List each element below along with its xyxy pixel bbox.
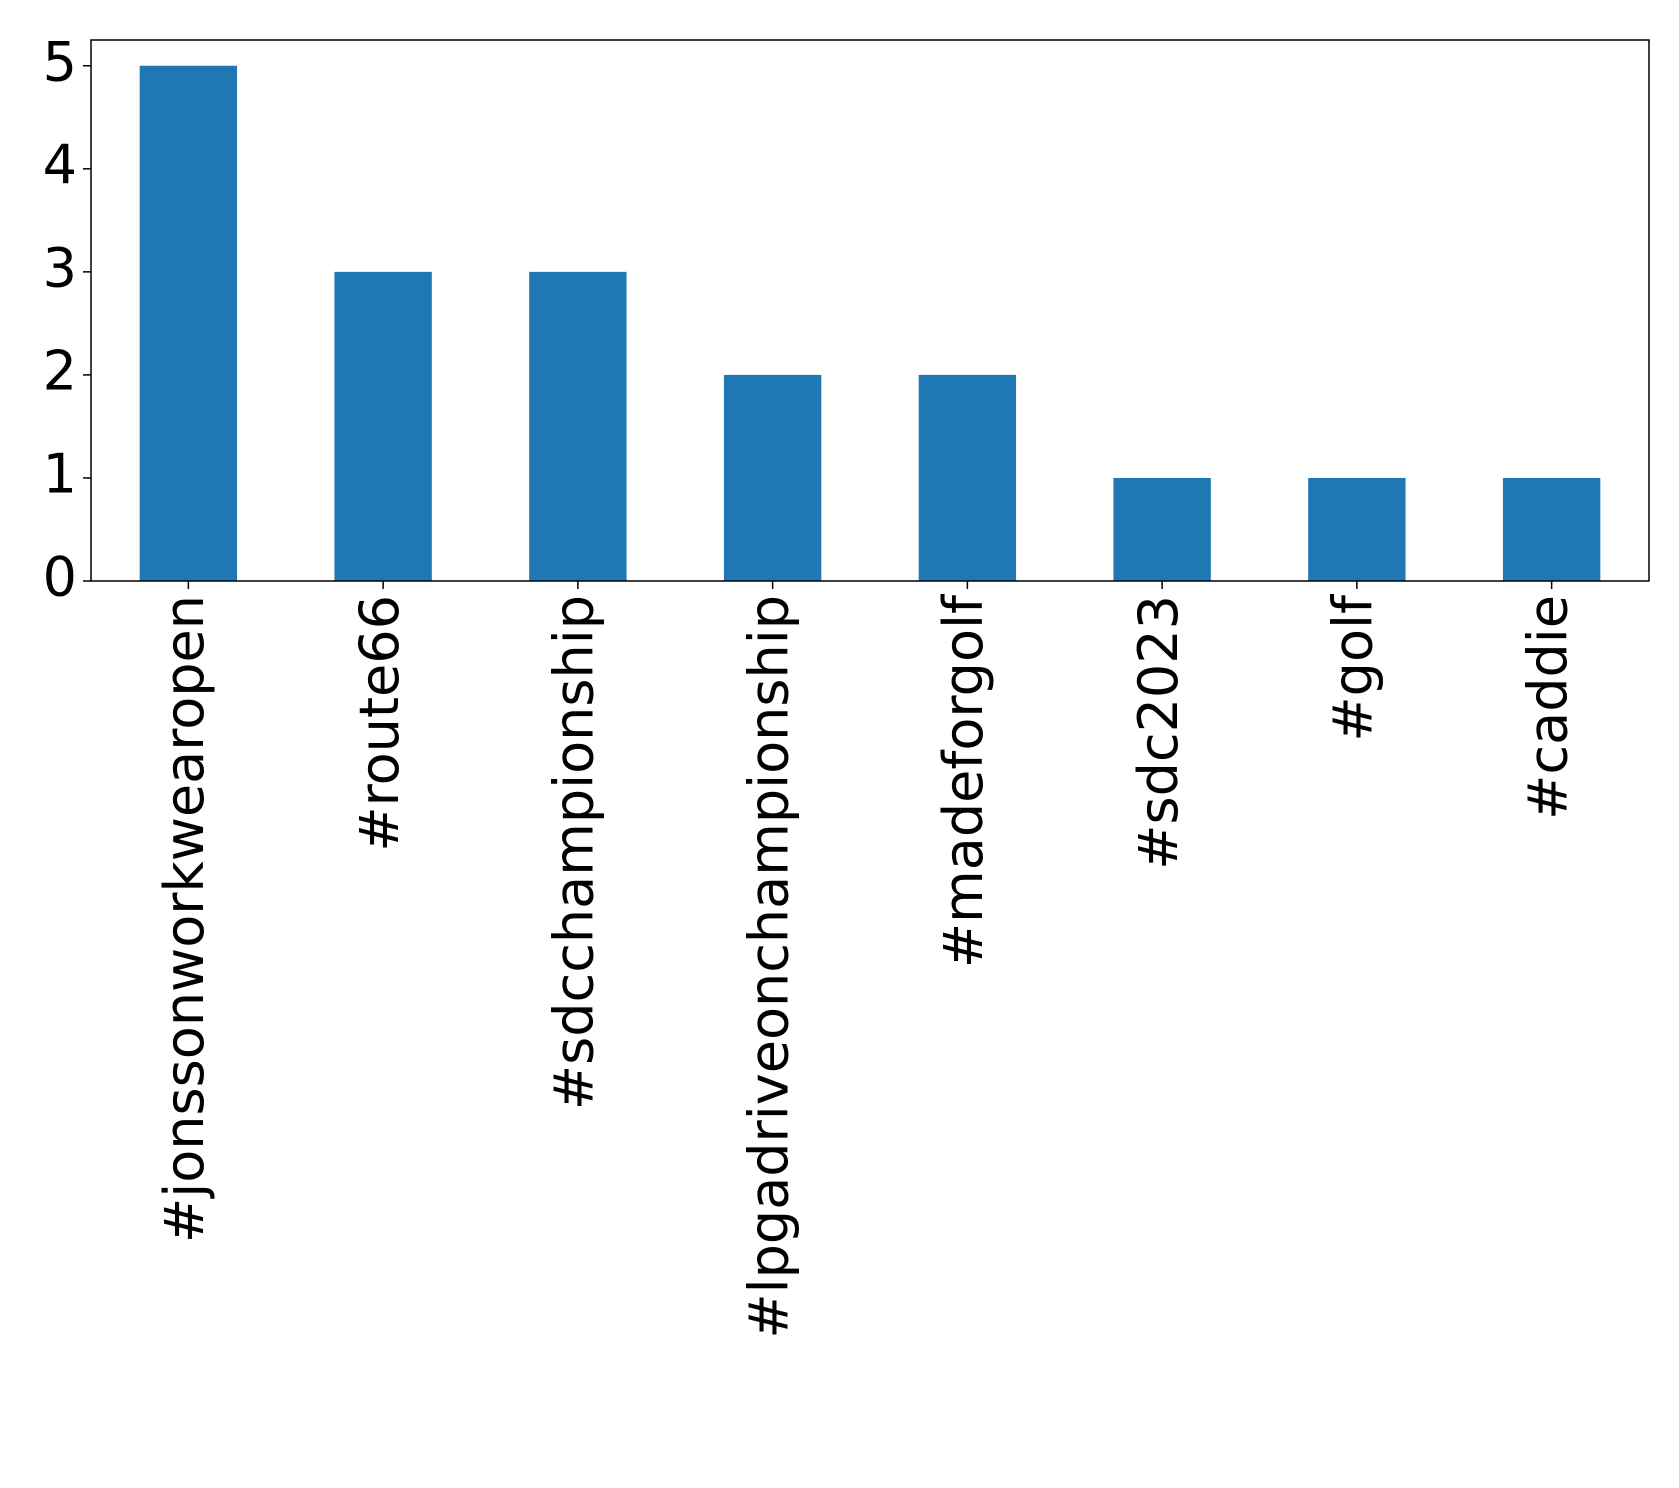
y-tick-label: 3 xyxy=(43,236,77,299)
x-tick-label: #golf xyxy=(1322,593,1385,742)
y-tick-label: 1 xyxy=(43,443,77,506)
bar xyxy=(1502,477,1601,581)
bar xyxy=(723,374,822,581)
x-tick-label: #sdc2023 xyxy=(1127,595,1190,870)
bar xyxy=(1308,477,1406,581)
x-tick-label: #caddie xyxy=(1516,595,1579,820)
bar xyxy=(918,374,1017,581)
y-tick-label: 4 xyxy=(43,133,77,196)
bar xyxy=(334,271,432,581)
bar xyxy=(1113,477,1211,581)
x-tick-label: #jonssonworkwearopen xyxy=(153,595,216,1243)
x-tick-label: #madeforgolf xyxy=(932,593,995,968)
x-tick-label: #sdcchampionship xyxy=(543,595,606,1110)
bar xyxy=(139,65,238,581)
plot-frame xyxy=(90,39,1650,582)
y-tick-label: 5 xyxy=(43,30,77,93)
bar xyxy=(529,271,627,581)
y-tick-label: 2 xyxy=(43,340,77,403)
y-tick-label: 0 xyxy=(43,546,77,609)
x-tick-label: #route66 xyxy=(348,595,411,852)
x-tick-label: #lpgadriveonchampionship xyxy=(737,595,800,1339)
